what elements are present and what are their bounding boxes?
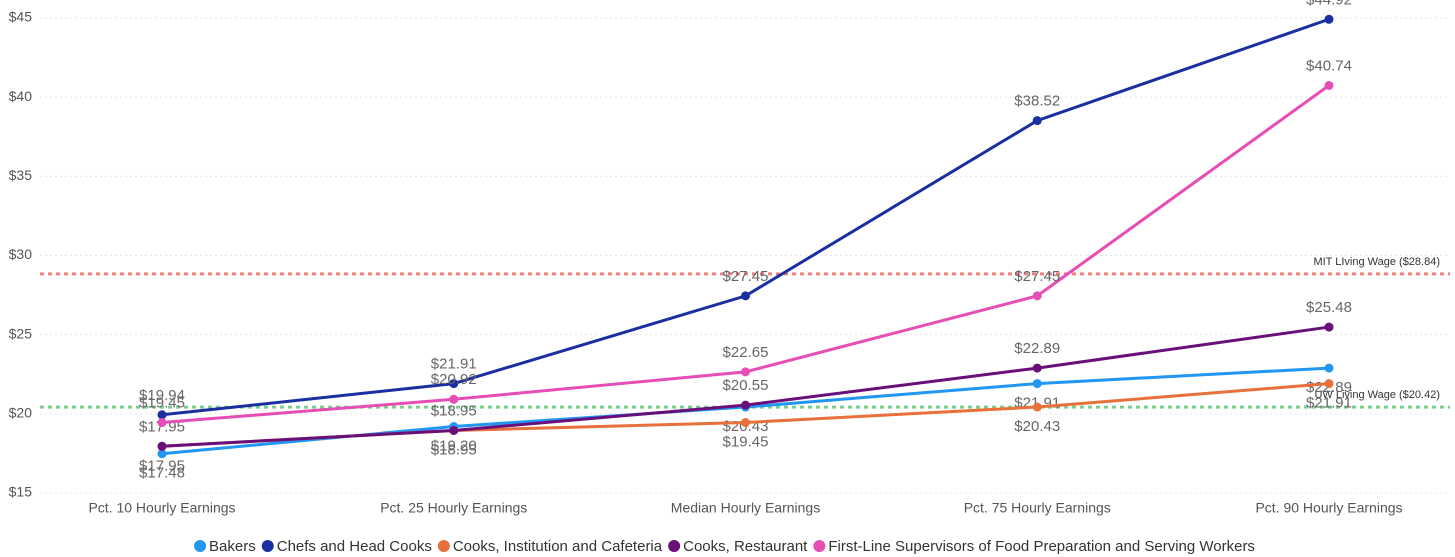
data-point xyxy=(1324,322,1334,332)
data-point xyxy=(1032,402,1042,412)
data-label: $27.45 xyxy=(1014,268,1060,285)
data-point xyxy=(157,441,167,451)
y-tick-label: $45 xyxy=(9,9,33,25)
data-label: $17.95 xyxy=(139,457,185,474)
data-label: $19.45 xyxy=(723,434,769,451)
y-tick-label: $30 xyxy=(9,246,33,262)
data-point xyxy=(449,425,459,435)
y-tick-label: $25 xyxy=(9,325,33,341)
y-tick-label: $40 xyxy=(9,88,33,104)
legend-marker xyxy=(813,540,826,552)
data-label: $44.92 xyxy=(1306,0,1352,8)
data-point xyxy=(1324,363,1334,373)
data-point xyxy=(741,400,750,410)
data-label: $22.89 xyxy=(1014,340,1060,357)
data-point xyxy=(449,394,459,404)
data-label: $19.94 xyxy=(139,387,185,404)
data-label: $38.52 xyxy=(1014,93,1060,110)
data-point xyxy=(449,379,459,389)
legend-marker xyxy=(437,540,450,552)
data-label: $21.91 xyxy=(1306,395,1352,412)
data-point xyxy=(1032,379,1042,389)
data-label: $19.20 xyxy=(431,437,477,454)
data-label: $20.92 xyxy=(431,371,477,388)
data-point xyxy=(1324,80,1334,90)
legend-marker xyxy=(194,540,207,552)
data-point xyxy=(157,410,167,420)
reference-label: MIT LIving Wage ($28.84) xyxy=(1313,256,1440,268)
data-label: $21.91 xyxy=(431,356,477,373)
y-tick-label: $35 xyxy=(9,167,33,183)
data-point xyxy=(1324,379,1334,389)
data-label: $27.45 xyxy=(723,268,769,285)
data-point xyxy=(1032,363,1042,373)
data-point xyxy=(741,291,750,301)
legend-marker xyxy=(261,540,274,552)
data-label: $40.74 xyxy=(1306,57,1352,74)
data-point xyxy=(741,367,750,377)
reference-label: UW Living Wage ($20.42) xyxy=(1314,389,1440,401)
x-tick-label: Median Hourly Earnings xyxy=(671,500,820,516)
x-tick-label: Pct. 75 Hourly Earnings xyxy=(964,500,1111,516)
data-point xyxy=(1032,291,1042,301)
data-label: $18.95 xyxy=(431,441,477,458)
data-label: $25.48 xyxy=(1306,299,1352,316)
data-point xyxy=(741,418,750,428)
data-label: $22.65 xyxy=(723,344,769,361)
y-tick-label: $15 xyxy=(9,484,33,500)
legend-label: Chefs and Head Cooks xyxy=(277,538,432,555)
data-label: $20.43 xyxy=(1014,418,1060,435)
data-label: $18.95 xyxy=(431,402,477,419)
data-label: $17.48 xyxy=(139,465,185,482)
data-point xyxy=(157,418,167,428)
data-label: $20.55 xyxy=(723,377,769,394)
data-point xyxy=(157,449,167,459)
legend-label: Cooks, Institution and Cafeteria xyxy=(453,538,663,555)
data-point xyxy=(1324,14,1334,24)
legend-marker xyxy=(668,540,681,552)
y-tick-label: $20 xyxy=(9,405,33,421)
x-tick-label: Pct. 25 Hourly Earnings xyxy=(380,500,527,516)
x-tick-label: Pct. 10 Hourly Earnings xyxy=(88,500,235,516)
data-label: $19.45 xyxy=(139,395,185,412)
data-point xyxy=(1032,116,1042,126)
x-tick-label: Pct. 90 Hourly Earnings xyxy=(1255,500,1402,516)
legend-label: Bakers xyxy=(209,538,256,555)
legend-label: First-Line Supervisors of Food Preparati… xyxy=(828,538,1255,555)
legend-label: Cooks, Restaurant xyxy=(683,538,808,555)
